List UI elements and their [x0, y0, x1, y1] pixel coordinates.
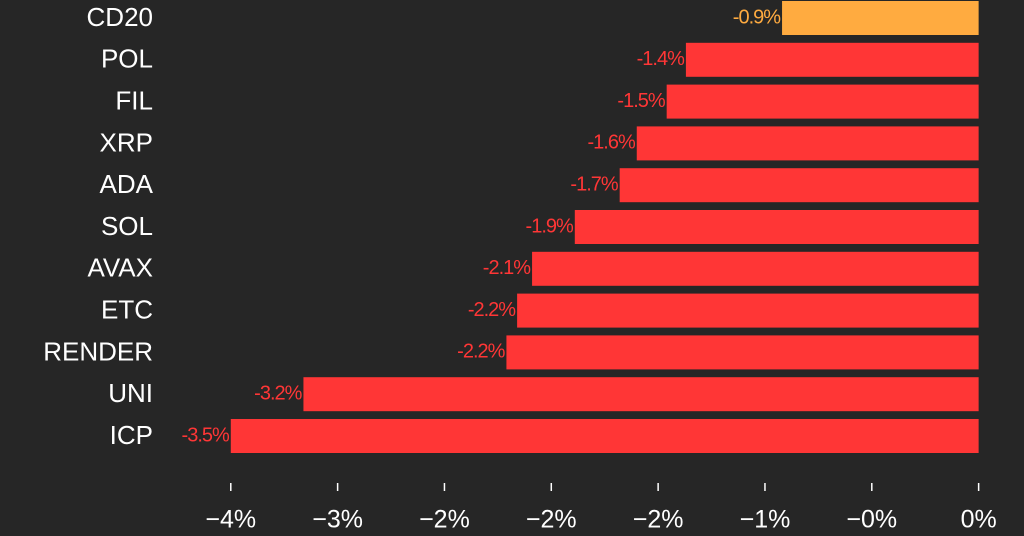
- x-tick-label: −1%: [740, 506, 791, 534]
- category-label: XRP: [100, 127, 153, 157]
- value-label: -1.4%: [637, 48, 685, 70]
- x-tick-label: −0%: [846, 506, 897, 534]
- x-tick-label: −2%: [526, 506, 577, 534]
- x-tick-label: −4%: [205, 506, 256, 534]
- value-label: -0.9%: [733, 6, 781, 28]
- bar: [782, 1, 979, 35]
- value-label: -1.6%: [588, 132, 636, 154]
- x-tick-label: −2%: [419, 506, 470, 534]
- value-label: -1.5%: [617, 90, 665, 112]
- bar: [230, 419, 979, 453]
- value-label: -2.2%: [457, 341, 505, 363]
- bar: [619, 168, 979, 203]
- bar: [574, 210, 979, 244]
- category-label: CD20: [87, 2, 153, 32]
- value-label: -3.5%: [182, 424, 230, 446]
- value-label: -2.2%: [468, 299, 516, 321]
- category-label: UNI: [108, 378, 153, 408]
- category-label: SOL: [101, 211, 153, 241]
- category-label: AVAX: [87, 253, 153, 283]
- bar: [303, 377, 979, 412]
- value-label: -1.7%: [570, 173, 618, 195]
- category-label: POL: [101, 44, 153, 74]
- x-tick-label: −2%: [633, 506, 684, 534]
- category-label: ICP: [110, 420, 153, 450]
- bar: [517, 293, 979, 328]
- category-label: ETC: [101, 294, 153, 324]
- x-tick-label: 0%: [961, 506, 997, 534]
- bar: [666, 84, 979, 119]
- bar: [685, 42, 979, 77]
- value-label: -1.9%: [526, 215, 574, 237]
- bar: [532, 251, 979, 286]
- value-label: -3.2%: [254, 382, 302, 404]
- category-label: ADA: [100, 169, 154, 199]
- bar: [636, 126, 979, 161]
- category-label: RENDER: [43, 336, 153, 366]
- category-label: FIL: [115, 85, 153, 115]
- value-label: -2.1%: [483, 257, 531, 279]
- x-tick-label: −3%: [312, 506, 363, 534]
- bar: [506, 335, 979, 370]
